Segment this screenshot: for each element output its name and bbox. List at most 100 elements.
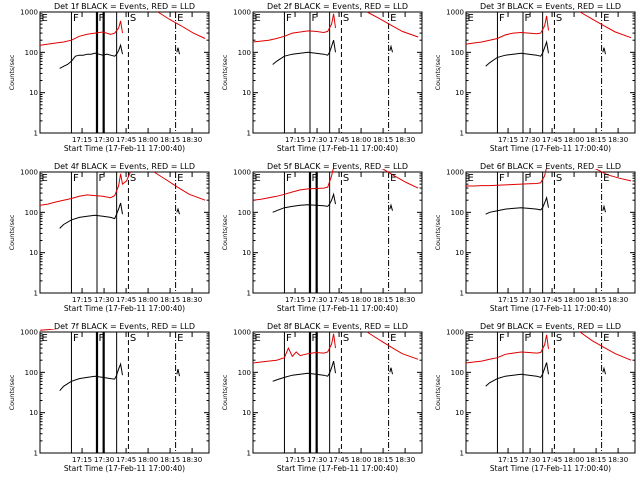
- y-tick-label: 10: [29, 249, 38, 257]
- panel-title: Det 8f BLACK = Events, RED = LLD: [267, 322, 408, 331]
- y-tick-label: 1: [460, 450, 464, 458]
- x-tick-label: 18:30: [608, 136, 628, 144]
- x-tick-label: 17:30: [520, 296, 540, 304]
- y-tick-label: 1000: [446, 169, 464, 177]
- x-tick-label: 18:30: [395, 456, 415, 464]
- y-tick-label: 100: [25, 209, 38, 217]
- x-tick-label: 18:30: [395, 136, 415, 144]
- lld-series-line: [366, 11, 419, 38]
- segment-marker-label: F: [98, 173, 104, 184]
- segment-marker-label: E: [390, 173, 396, 184]
- segment-marker-label: E: [177, 13, 183, 24]
- panel-title: Det 5f BLACK = Events, RED = LLD: [267, 162, 408, 171]
- x-tick-label: 18:15: [160, 136, 180, 144]
- x-axis-label: Start Time (17-Feb-11 17:00:40): [277, 464, 398, 473]
- segment-marker-label: F: [286, 173, 292, 184]
- segment-marker-label: F: [286, 333, 292, 344]
- segment-marker-label: E: [390, 333, 396, 344]
- plot-frame: [465, 171, 636, 294]
- segment-marker-label: F: [311, 333, 317, 344]
- events-series-line: [389, 367, 393, 375]
- y-axis-label: Counts/sec: [434, 374, 442, 410]
- events-series-line: [176, 368, 180, 377]
- x-tick-label: 18:30: [608, 456, 628, 464]
- y-tick-label: 100: [25, 49, 38, 57]
- y-tick-label: 1000: [233, 9, 251, 17]
- x-tick-label: 17:15: [285, 296, 305, 304]
- events-series-line: [485, 195, 549, 215]
- y-tick-label: 1: [34, 450, 38, 458]
- segment-marker-label: F: [73, 333, 79, 344]
- y-tick-label: 100: [238, 49, 251, 57]
- x-tick-label: 17:30: [94, 296, 114, 304]
- segment-marker-label: E: [255, 13, 261, 24]
- x-tick-label: 18:00: [564, 296, 584, 304]
- y-tick-label: 1: [247, 450, 251, 458]
- x-tick-label: 18:00: [351, 136, 371, 144]
- events-series-line: [389, 203, 393, 211]
- x-tick-label: 18:00: [138, 456, 158, 464]
- x-axis-label: Start Time (17-Feb-11 17:00:40): [64, 304, 185, 313]
- events-series-line: [272, 360, 336, 382]
- x-tick-label: 17:15: [72, 136, 92, 144]
- panel-title: Det 7f BLACK = Events, RED = LLD: [54, 322, 195, 331]
- x-tick-label: 17:45: [329, 296, 349, 304]
- panel-title: Det 9f BLACK = Events, RED = LLD: [480, 322, 621, 331]
- x-tick-label: 18:30: [395, 296, 415, 304]
- y-tick-label: 10: [455, 249, 464, 257]
- lld-series-line: [157, 11, 206, 39]
- y-tick-label: 10: [29, 409, 38, 417]
- x-tick-label: 17:15: [285, 456, 305, 464]
- segment-marker-label: E: [603, 13, 609, 24]
- plot-frame: [39, 171, 210, 294]
- x-tick-label: 18:15: [373, 136, 393, 144]
- y-tick-label: 1000: [446, 329, 464, 337]
- panel-title: Det 3f BLACK = Events, RED = LLD: [480, 2, 621, 11]
- events-series-line: [272, 192, 336, 213]
- events-series-line: [485, 362, 549, 387]
- segment-marker-label: E: [468, 333, 474, 344]
- segment-marker-label: E: [42, 333, 48, 344]
- x-tick-label: 18:00: [351, 456, 371, 464]
- x-tick-label: 17:45: [542, 296, 562, 304]
- events-series-line: [485, 40, 549, 67]
- events-series-line: [176, 207, 180, 215]
- plot-frame: [39, 331, 210, 454]
- segment-marker-label: F: [499, 173, 505, 184]
- segment-marker-label: S: [556, 173, 562, 184]
- segment-marker-label: F: [524, 333, 530, 344]
- lld-series-line: [40, 171, 131, 206]
- x-tick-label: 17:45: [329, 136, 349, 144]
- y-tick-label: 10: [242, 249, 251, 257]
- events-series-line: [272, 40, 336, 65]
- y-axis-label: Counts/sec: [8, 214, 16, 250]
- segment-marker-label: F: [286, 13, 292, 24]
- segment-marker-label: E: [177, 333, 183, 344]
- y-tick-label: 10: [242, 89, 251, 97]
- x-axis-label: Start Time (17-Feb-11 17:00:40): [490, 464, 611, 473]
- segment-marker-label: S: [556, 13, 562, 24]
- segment-marker-label: F: [311, 13, 317, 24]
- y-tick-label: 1000: [233, 169, 251, 177]
- plot-frame: [252, 11, 423, 134]
- y-tick-label: 10: [455, 409, 464, 417]
- x-tick-label: 17:30: [307, 136, 327, 144]
- y-tick-label: 1000: [20, 9, 38, 17]
- x-tick-label: 17:45: [329, 456, 349, 464]
- segment-marker-label: S: [556, 333, 562, 344]
- x-axis-label: Start Time (17-Feb-11 17:00:40): [277, 304, 398, 313]
- y-axis-label: Counts/sec: [8, 374, 16, 410]
- y-tick-label: 1: [460, 130, 464, 138]
- y-axis-label: Counts/sec: [221, 214, 229, 250]
- plot-frame: [465, 11, 636, 134]
- x-tick-label: 18:00: [138, 136, 158, 144]
- detector-panel-7: Det 7f BLACK = Events, RED = LLD 1 10 100 10…: [8, 322, 210, 473]
- x-axis-label: Start Time (17-Feb-11 17:00:40): [64, 464, 185, 473]
- x-tick-label: 17:45: [116, 456, 136, 464]
- segment-marker-label: S: [343, 13, 349, 24]
- y-tick-label: 10: [29, 89, 38, 97]
- plot-frame: [252, 171, 423, 294]
- x-tick-label: 17:30: [94, 136, 114, 144]
- lld-series-line: [153, 171, 206, 201]
